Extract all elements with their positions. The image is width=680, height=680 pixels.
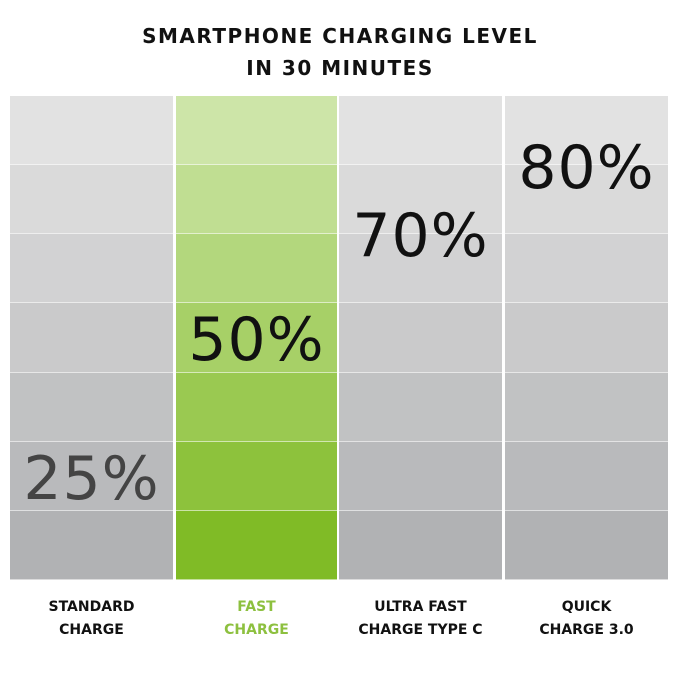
- bar-segment: [10, 234, 173, 304]
- bar-segment: [10, 441, 173, 511]
- bar-segment: [339, 234, 502, 304]
- value-label: 25%: [23, 444, 160, 514]
- bar-segment: [176, 441, 337, 511]
- bar-segment: [339, 303, 502, 373]
- bar-segment: [176, 303, 337, 373]
- bar-segment: [10, 96, 173, 166]
- bar-segment: [339, 96, 502, 166]
- bar-segment: [339, 372, 502, 442]
- bar-column: 25%: [10, 96, 173, 580]
- bar-segment: [505, 234, 668, 304]
- value-label: 80%: [518, 133, 655, 203]
- bar-segment: [10, 303, 173, 373]
- category-label: QUICK CHARGE 3.0: [539, 599, 634, 638]
- bar-column: 70%: [339, 96, 502, 580]
- bar-segment: [339, 510, 502, 580]
- bar-segment: [505, 510, 668, 580]
- bar-segment: [505, 165, 668, 235]
- bar-segment: [176, 372, 337, 442]
- bar-segment: [176, 234, 337, 304]
- bar-segment: [176, 96, 337, 166]
- chart-grid: 25% 50% 70% 80%: [10, 96, 668, 580]
- bar-column: 50%: [176, 96, 337, 580]
- bar-segment: [176, 165, 337, 235]
- category-label: FAST CHARGE: [224, 599, 289, 638]
- bar-segment: [339, 441, 502, 511]
- bar-segment: [10, 165, 173, 235]
- chart-title: SMARTPHONE CHARGING LEVEL IN 30 MINUTES: [0, 20, 680, 84]
- category-label: ULTRA FAST CHARGE TYPE C: [358, 599, 483, 638]
- title-line-2: IN 30 MINUTES: [246, 56, 434, 80]
- bar-segment: [505, 441, 668, 511]
- category-label: STANDARD CHARGE: [48, 599, 135, 638]
- value-label: 70%: [352, 201, 489, 271]
- bar-segment: [505, 303, 668, 373]
- bar-segment: [176, 510, 337, 580]
- title-line-1: SMARTPHONE CHARGING LEVEL: [142, 24, 538, 48]
- bar-segment: [505, 96, 668, 166]
- bar-column: 80%: [505, 96, 668, 580]
- value-label: 50%: [188, 305, 325, 375]
- bar-segment: [10, 510, 173, 580]
- bar-segment: [339, 165, 502, 235]
- bar-segment: [505, 372, 668, 442]
- bar-segment: [10, 372, 173, 442]
